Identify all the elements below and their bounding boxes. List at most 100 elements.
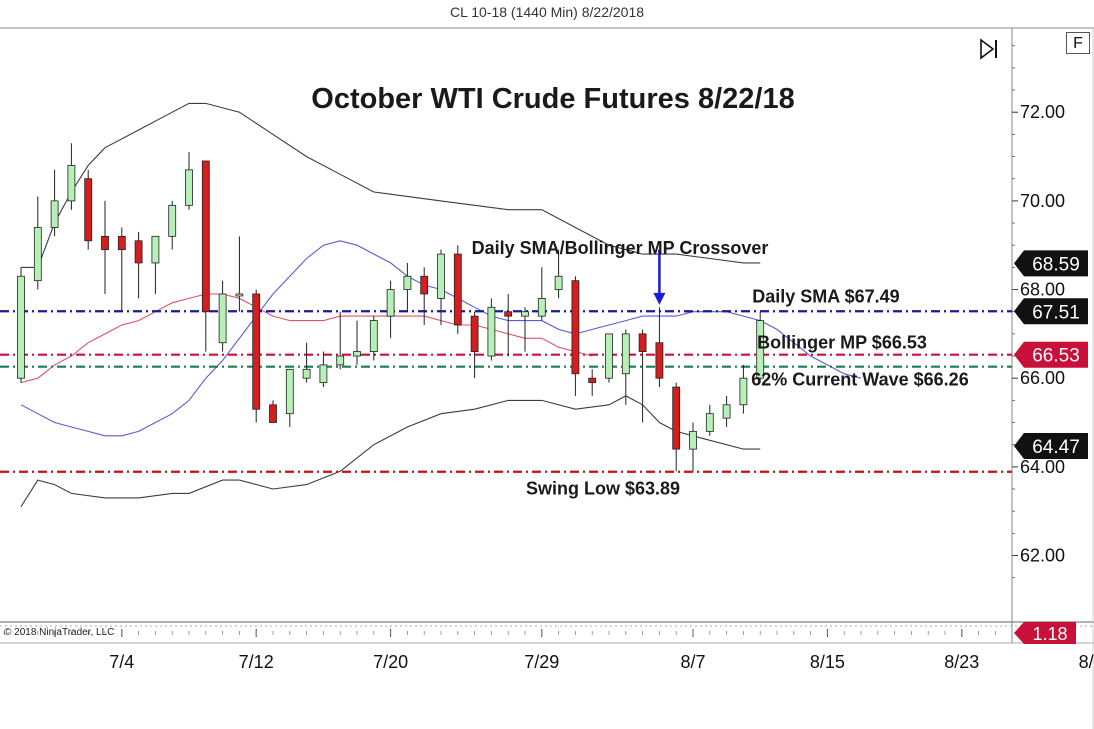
candle-body	[185, 169, 193, 206]
bb-lower-badge: 64.47	[1014, 433, 1088, 460]
bb-mid-level-badge: 66.53	[1014, 341, 1088, 368]
candle-body	[269, 404, 277, 423]
candle	[571, 276, 580, 396]
candle-body	[403, 275, 412, 290]
candle	[621, 329, 630, 405]
candle-body	[67, 165, 76, 202]
candle	[705, 404, 714, 436]
y-axis-tick-label: 64.00	[1020, 457, 1065, 477]
y-axis-tick-label: 70.00	[1020, 191, 1065, 211]
x-axis-tick-label: 8/7	[680, 652, 705, 672]
candle	[336, 311, 345, 370]
candle-body	[705, 413, 714, 432]
candle-body	[101, 235, 109, 251]
bb-mid-level-label: Bollinger MP $66.53	[757, 333, 927, 353]
candle-body	[285, 368, 294, 415]
bollinger-midpoint-curve-line	[20, 293, 593, 384]
bb-mid-level-badge-text: 66.53	[1032, 346, 1080, 367]
candle-body	[521, 311, 529, 317]
candle	[302, 342, 311, 383]
candle-body	[638, 333, 647, 352]
candle	[739, 364, 748, 414]
bb-upper-badge: 68.59	[1014, 250, 1088, 277]
bollinger-lower-band-line	[20, 395, 761, 507]
y-axis-tick-label: 68.00	[1020, 280, 1065, 300]
candle-body	[33, 227, 42, 282]
indicator-value-badge-text: 1.18	[1032, 624, 1067, 644]
candle-body	[605, 333, 613, 379]
candle-body	[336, 355, 345, 366]
x-axis-tick-label: 8/23	[944, 652, 979, 672]
candle	[437, 249, 445, 325]
candle-body	[672, 386, 681, 450]
sma-level-label: Daily SMA $67.49	[752, 286, 899, 306]
candle	[117, 227, 126, 312]
sma-level-badge-text: 67.51	[1032, 302, 1080, 323]
candle-body	[537, 298, 546, 317]
candle-body	[302, 368, 311, 379]
candle-body	[756, 320, 765, 379]
sma-level-badge-shape	[1014, 298, 1088, 325]
candle	[420, 267, 429, 325]
chart-title: October WTI Crude Futures 8/22/18	[311, 83, 794, 115]
candle-body	[504, 311, 513, 317]
candle	[605, 333, 613, 383]
crossover-arrow-head	[653, 292, 666, 305]
bb-lower-badge-shape	[1014, 433, 1088, 460]
bb-mid-level-badge-shape	[1014, 341, 1088, 368]
candle	[151, 235, 160, 294]
candle-body	[571, 280, 580, 375]
candle	[369, 316, 378, 361]
candle	[470, 311, 479, 379]
candle	[655, 307, 664, 388]
candle	[638, 329, 647, 423]
candle-body	[218, 293, 227, 344]
candle	[521, 307, 529, 352]
candle	[554, 249, 563, 299]
f-toggle-button[interactable]: F	[1066, 32, 1090, 54]
candle-body	[487, 306, 496, 357]
copyright-text: © 2018 NinjaTrader, LLC	[4, 627, 115, 638]
candle	[252, 289, 261, 423]
candle	[218, 280, 227, 352]
candle	[386, 280, 395, 339]
crossover-annotation-label: Daily SMA/Bollinger MP Crossover	[472, 238, 769, 258]
candle	[453, 245, 462, 334]
candle-body	[201, 160, 210, 313]
bb-upper-badge-text: 68.59	[1032, 254, 1080, 275]
candle-body	[453, 253, 462, 326]
y-axis-tick-label: 62.00	[1020, 546, 1065, 566]
candle-body	[588, 377, 597, 384]
bb-upper-badge-shape	[1014, 250, 1088, 277]
candle-body	[739, 377, 748, 406]
play-to-end-icon[interactable]	[978, 38, 1002, 60]
x-axis-tick-label: 7/20	[373, 652, 408, 672]
candle-body	[655, 342, 664, 379]
candle	[84, 169, 93, 250]
candle	[101, 200, 109, 294]
candle-body	[554, 275, 563, 290]
bollinger-upper-band-line	[21, 102, 761, 268]
sma-level-badge: 67.51	[1014, 298, 1088, 325]
candle	[504, 293, 513, 357]
candle	[319, 351, 328, 388]
bb-lower-badge-text: 64.47	[1032, 437, 1080, 458]
candle	[689, 422, 697, 472]
candle	[722, 395, 731, 427]
candle-body	[84, 178, 93, 242]
candle	[487, 298, 496, 361]
candle-body	[437, 253, 445, 299]
candle-body	[235, 293, 244, 297]
candle	[201, 160, 210, 352]
candle	[269, 400, 277, 423]
y-axis-tick-label: 72.00	[1020, 102, 1065, 122]
candle	[537, 267, 546, 321]
candle	[168, 200, 177, 250]
y-axis-tick-label: 66.00	[1020, 368, 1065, 388]
candle	[185, 152, 193, 210]
x-axis-tick-label: 7/4	[109, 652, 134, 672]
candle	[403, 262, 412, 312]
candle-body	[252, 293, 261, 410]
candle-body	[117, 235, 126, 251]
